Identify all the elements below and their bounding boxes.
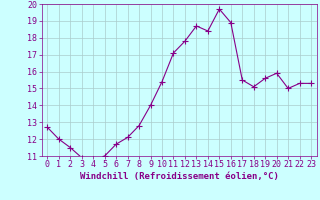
- X-axis label: Windchill (Refroidissement éolien,°C): Windchill (Refroidissement éolien,°C): [80, 172, 279, 181]
